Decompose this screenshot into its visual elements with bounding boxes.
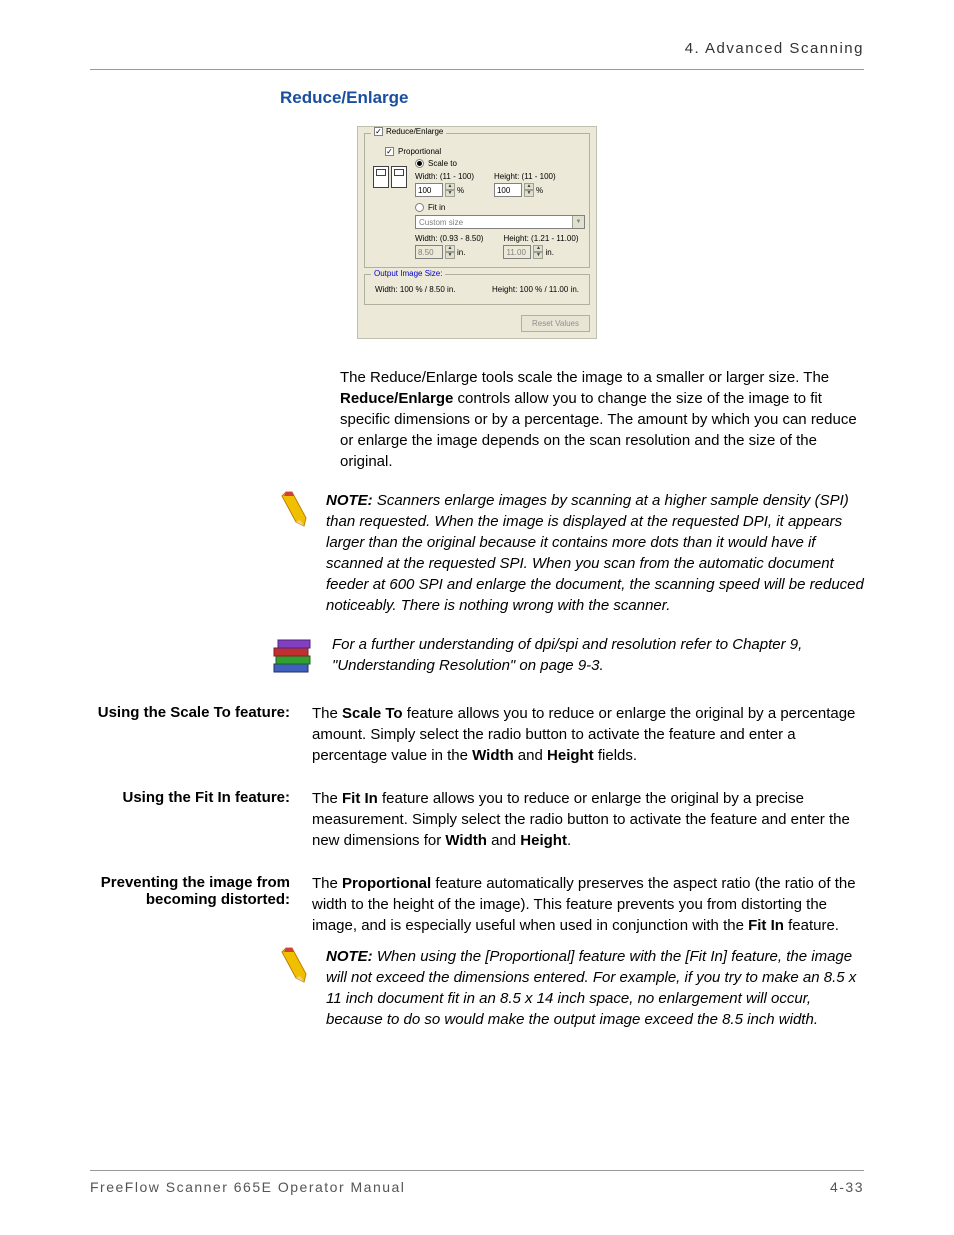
height-scale-input[interactable]: 100 bbox=[494, 183, 522, 197]
reset-values-button[interactable]: Reset Values bbox=[521, 315, 590, 332]
fit-in-radio[interactable] bbox=[415, 203, 424, 212]
note-proportional: NOTE: When using the [Proportional] feat… bbox=[90, 946, 864, 1030]
fit-in-label: Fit in bbox=[428, 203, 445, 212]
note-scanners: NOTE: Scanners enlarge images by scannin… bbox=[90, 490, 864, 616]
reference-text: For a further understanding of dpi/spi a… bbox=[332, 634, 864, 676]
doc-icon-large bbox=[391, 166, 407, 188]
footer-rule bbox=[90, 1170, 864, 1171]
fit-in-definition: Using the Fit In feature: The Fit In fea… bbox=[90, 788, 864, 851]
output-width: Width: 100 % / 8.50 in. bbox=[375, 285, 456, 294]
proportional-label: Proportional bbox=[398, 147, 441, 156]
width-fit-spinner[interactable]: ▲▼ bbox=[445, 245, 455, 259]
custom-size-value: Custom size bbox=[419, 218, 463, 227]
manual-title: FreeFlow Scanner 665E Operator Manual bbox=[90, 1179, 405, 1195]
scale-icons bbox=[373, 166, 407, 188]
books-icon bbox=[90, 634, 316, 685]
width-fit-input[interactable]: 8.50 bbox=[415, 245, 443, 259]
width-scale-label: Width: (11 - 100) bbox=[415, 172, 474, 181]
height-fit-spinner[interactable]: ▲▼ bbox=[533, 245, 543, 259]
pencil-icon bbox=[90, 946, 310, 989]
in-unit: in. bbox=[545, 248, 553, 257]
intro-paragraph: The Reduce/Enlarge tools scale the image… bbox=[340, 367, 864, 472]
dialog-figure: Reduce/Enlarge Proportional Scale to Wid… bbox=[90, 126, 864, 339]
page-number: 4-33 bbox=[830, 1179, 864, 1195]
note-label: NOTE: bbox=[326, 948, 373, 965]
section-title: Reduce/Enlarge bbox=[280, 88, 864, 108]
group-label: Reduce/Enlarge bbox=[386, 127, 443, 136]
output-image-size-group: Output Image Size: Width: 100 % / 8.50 i… bbox=[364, 274, 590, 305]
chevron-down-icon: ▼ bbox=[572, 216, 584, 228]
width-scale-spinner[interactable]: ▲▼ bbox=[445, 183, 455, 197]
note-body: Scanners enlarge images by scanning at a… bbox=[326, 492, 864, 614]
fit-in-term: Using the Fit In feature: bbox=[90, 788, 290, 806]
proportional-definition: Preventing the image from becoming disto… bbox=[90, 873, 864, 936]
in-unit: in. bbox=[457, 248, 465, 257]
custom-size-dropdown[interactable]: Custom size ▼ bbox=[415, 215, 585, 229]
reduce-enlarge-checkbox[interactable] bbox=[374, 127, 383, 136]
scale-to-term: Using the Scale To feature: bbox=[90, 703, 290, 721]
height-fit-label: Height: (1.21 - 11.00) bbox=[503, 234, 578, 243]
height-scale-label: Height: (11 - 100) bbox=[494, 172, 556, 181]
pencil-icon bbox=[90, 490, 310, 533]
reduce-enlarge-group: Reduce/Enlarge Proportional Scale to Wid… bbox=[364, 133, 590, 268]
proportional-term: Preventing the image from becoming disto… bbox=[90, 873, 290, 908]
note-label: NOTE: bbox=[326, 492, 373, 509]
scale-to-definition: Using the Scale To feature: The Scale To… bbox=[90, 703, 864, 766]
reduce-enlarge-dialog: Reduce/Enlarge Proportional Scale to Wid… bbox=[357, 126, 597, 339]
chapter-header: 4. Advanced Scanning bbox=[90, 40, 864, 69]
height-fit-input[interactable]: 11.00 bbox=[503, 245, 531, 259]
width-fit-label: Width: (0.93 - 8.50) bbox=[415, 234, 483, 243]
scale-to-radio[interactable] bbox=[415, 159, 424, 168]
pct-unit: % bbox=[536, 186, 543, 195]
scale-to-label: Scale to bbox=[428, 159, 457, 168]
output-height: Height: 100 % / 11.00 in. bbox=[492, 285, 579, 294]
page-footer: FreeFlow Scanner 665E Operator Manual 4-… bbox=[90, 1170, 864, 1195]
width-scale-input[interactable]: 100 bbox=[415, 183, 443, 197]
proportional-checkbox[interactable] bbox=[385, 147, 394, 156]
pct-unit: % bbox=[457, 186, 464, 195]
height-scale-spinner[interactable]: ▲▼ bbox=[524, 183, 534, 197]
reference-note: For a further understanding of dpi/spi a… bbox=[90, 634, 864, 685]
header-rule bbox=[90, 69, 864, 70]
note-body: When using the [Proportional] feature wi… bbox=[326, 948, 856, 1028]
output-title: Output Image Size: bbox=[371, 269, 445, 278]
doc-icon-small bbox=[373, 166, 389, 188]
